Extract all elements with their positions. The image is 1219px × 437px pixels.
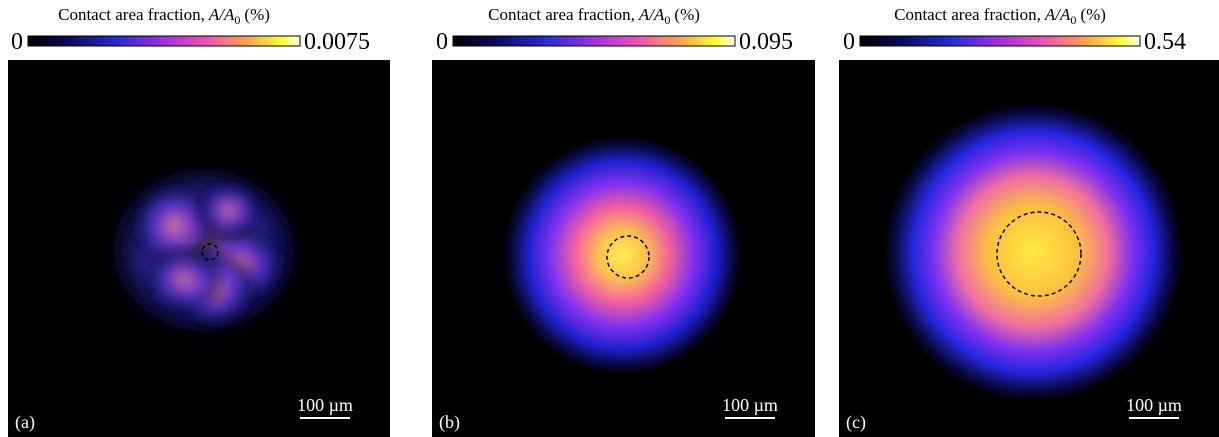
title-unit: (%)	[1080, 5, 1105, 24]
title-text: Contact area fraction,	[488, 5, 635, 24]
panel: Contact area fraction, A/A0 (%)0 0.0075(a)1…	[8, 5, 390, 437]
title-subscript: 0	[234, 13, 240, 27]
colorbar-title: Contact area fraction, A/A0 (%)	[894, 5, 1106, 27]
colorbar-title: Contact area fraction, A/A0 (%)	[488, 5, 700, 27]
heatmap: (b) 100 µm	[432, 60, 815, 437]
title-text: Contact area fraction,	[58, 5, 205, 24]
scale-bar-label: 100 µm	[722, 395, 778, 415]
contact-circle	[996, 211, 1082, 297]
title-text: Contact area fraction,	[894, 5, 1041, 24]
panel-label: (b)	[439, 412, 460, 433]
heat-blob	[199, 185, 259, 235]
colorbar	[27, 35, 301, 47]
colorbar	[452, 35, 736, 47]
title-symbol: A/A	[208, 5, 235, 24]
title-subscript: 0	[664, 13, 670, 27]
title-symbol: A/A	[638, 5, 665, 24]
panel: Contact area fraction, A/A0 (%)0 0.54(c)100…	[839, 5, 1219, 437]
colorbar-min: 0	[843, 29, 855, 55]
contact-circle	[606, 235, 650, 279]
heatmap: (c) 100 µm	[839, 60, 1219, 437]
title-unit: (%)	[244, 5, 269, 24]
title-unit: (%)	[674, 5, 699, 24]
scale-bar-label: 100 µm	[1126, 395, 1182, 415]
contact-circle	[201, 243, 219, 261]
colorbar-max: 0.095	[739, 29, 793, 55]
panel-label: (a)	[15, 412, 35, 433]
heat-spot	[502, 135, 742, 375]
colorbar-max: 0.54	[1144, 29, 1186, 55]
title-subscript: 0	[1070, 13, 1076, 27]
colorbar	[859, 35, 1141, 47]
heat-spot	[883, 102, 1183, 402]
scale-bar-label: 100 µm	[297, 395, 353, 415]
panel: Contact area fraction, A/A0 (%)0 0.095(b)10…	[432, 5, 815, 437]
colorbar-title: Contact area fraction, A/A0 (%)	[58, 5, 270, 27]
heat-blob	[149, 250, 219, 310]
colorbar-min: 0	[11, 29, 23, 55]
panel-label: (c)	[846, 412, 866, 433]
heatmap: (a) 100 µm	[8, 60, 390, 437]
title-symbol: A/A	[1044, 5, 1071, 24]
heat-blob	[134, 185, 214, 265]
colorbar-min: 0	[436, 29, 448, 55]
colorbar-max: 0.0075	[304, 29, 370, 55]
